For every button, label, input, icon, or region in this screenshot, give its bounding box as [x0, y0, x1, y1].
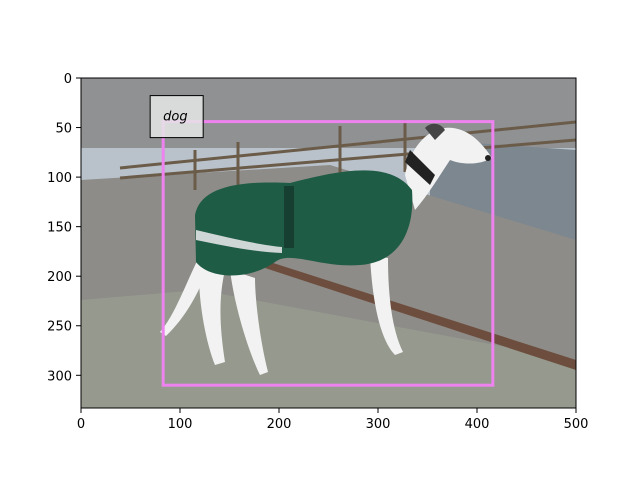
y-tick-label: 200	[47, 270, 72, 285]
x-tick-label: 0	[77, 417, 85, 432]
dog-hind-leg-2	[230, 270, 268, 375]
x-tick-label: 100	[168, 417, 193, 432]
dog-tail	[160, 255, 210, 336]
coat-reflective-strip	[196, 230, 282, 253]
y-tick-label: 100	[47, 171, 72, 186]
detection-box-dog	[161, 120, 495, 387]
rail-strip	[265, 262, 576, 370]
x-axis-ticks: 0 100 200 300 400 500	[77, 408, 589, 432]
y-axis-ticks: 0 50 100 150 200 250 300	[47, 72, 81, 384]
y-tick-label: 50	[55, 122, 72, 137]
dog-head	[405, 127, 492, 210]
detection-label-box	[149, 95, 204, 139]
x-tick-label: 400	[465, 417, 490, 432]
y-tick-label: 300	[47, 369, 72, 384]
axes-frame	[80, 77, 577, 409]
x-tick-label: 300	[366, 417, 391, 432]
dog-nose	[485, 155, 491, 161]
detections: dog	[149, 95, 495, 387]
y-tick-label: 150	[47, 221, 72, 236]
dog-ear	[425, 123, 445, 140]
fence	[119, 120, 576, 190]
dog-collar	[405, 150, 435, 185]
x-tick-label: 500	[564, 417, 589, 432]
x-tick-label: 200	[267, 417, 292, 432]
y-tick-label: 0	[64, 72, 72, 87]
coat-strap	[284, 186, 294, 248]
y-tick-label: 250	[47, 320, 72, 335]
detection-label: dog	[163, 110, 187, 125]
dog-front-leg	[370, 255, 403, 355]
dog	[160, 123, 492, 375]
